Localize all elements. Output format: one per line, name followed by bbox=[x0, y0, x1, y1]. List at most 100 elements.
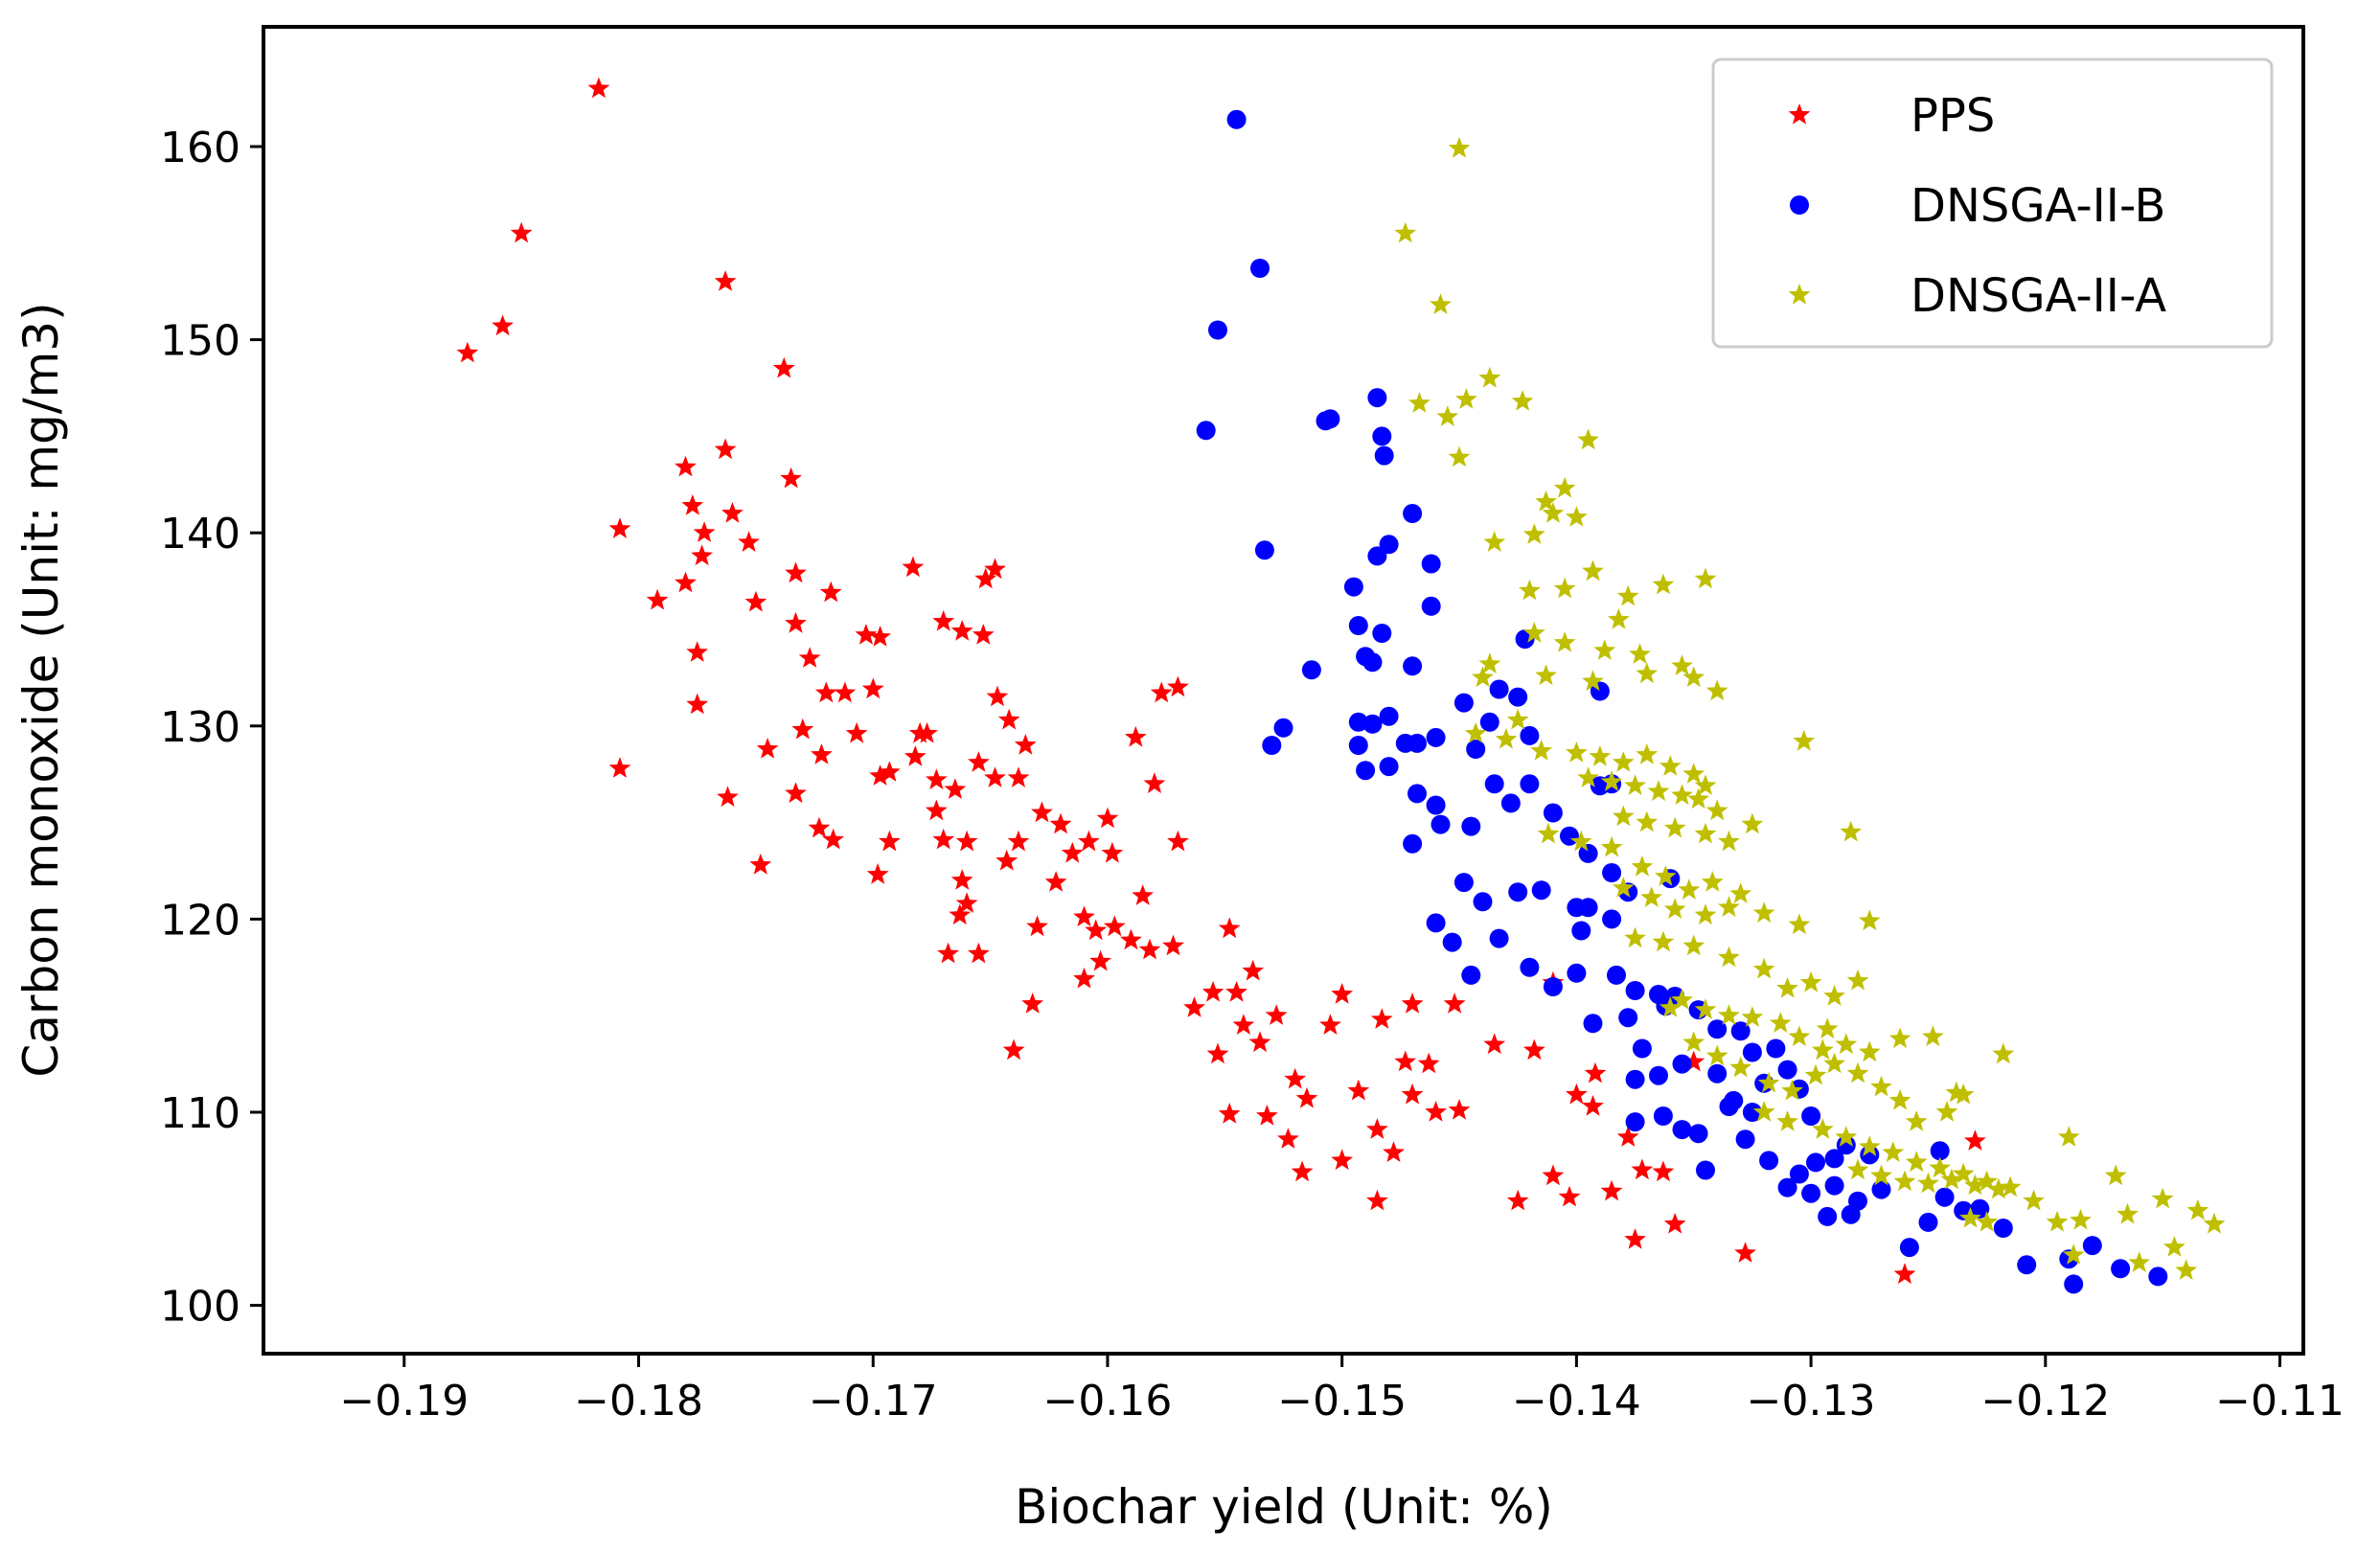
data-point bbox=[1225, 981, 1247, 1002]
data-point bbox=[1921, 1025, 1944, 1047]
data-point bbox=[1705, 679, 1728, 701]
data-point bbox=[834, 681, 857, 703]
y-tick-label: 140 bbox=[160, 510, 240, 559]
data-point bbox=[1566, 506, 1588, 527]
data-point bbox=[1636, 743, 1659, 764]
x-tick-label: −0.14 bbox=[1512, 1377, 1641, 1426]
data-point bbox=[1649, 1065, 1668, 1085]
data-point bbox=[1741, 1006, 1764, 1027]
data-point bbox=[1519, 579, 1541, 601]
data-point bbox=[1007, 766, 1030, 787]
data-point bbox=[1448, 137, 1471, 158]
data-point bbox=[1218, 1103, 1241, 1124]
data-point bbox=[1401, 1083, 1424, 1105]
data-point bbox=[1014, 734, 1037, 755]
data-point bbox=[1730, 1021, 1751, 1041]
data-point bbox=[1002, 1038, 1025, 1061]
data-point bbox=[587, 77, 610, 99]
data-point bbox=[1640, 886, 1663, 907]
data-point bbox=[1804, 1063, 1827, 1085]
data-point bbox=[1801, 1183, 1821, 1203]
data-point bbox=[1846, 1061, 1869, 1083]
data-point bbox=[1671, 989, 1693, 1010]
data-point bbox=[1347, 1079, 1370, 1101]
data-point bbox=[1232, 1014, 1255, 1035]
data-point bbox=[1945, 1081, 1968, 1103]
data-point bbox=[1719, 1097, 1739, 1116]
data-point bbox=[1495, 727, 1518, 749]
data-point bbox=[1647, 780, 1670, 801]
data-point bbox=[986, 685, 1009, 707]
series-dnsga-ii-a bbox=[1394, 137, 2226, 1280]
data-point bbox=[1823, 1052, 1845, 1074]
data-point bbox=[949, 903, 972, 925]
data-point bbox=[1522, 523, 1545, 544]
data-point bbox=[1520, 957, 1540, 977]
data-point bbox=[1788, 913, 1811, 935]
x-tick-label: −0.11 bbox=[2215, 1377, 2345, 1426]
data-point bbox=[1558, 1185, 1581, 1207]
data-point bbox=[1242, 959, 1265, 981]
data-point bbox=[456, 341, 479, 363]
data-point bbox=[1824, 1149, 1844, 1169]
data-point bbox=[1478, 366, 1501, 388]
data-point bbox=[1964, 1174, 1986, 1196]
data-point bbox=[1776, 1110, 1798, 1131]
data-point bbox=[1553, 476, 1576, 498]
data-point bbox=[1348, 712, 1368, 732]
data-point bbox=[1835, 1126, 1858, 1147]
data-point bbox=[1295, 1086, 1318, 1108]
data-point bbox=[1569, 830, 1592, 852]
data-point bbox=[1277, 1128, 1299, 1149]
data-point bbox=[1806, 1152, 1825, 1173]
y-tick-label: 160 bbox=[160, 124, 240, 172]
data-point bbox=[955, 892, 978, 913]
data-point bbox=[1789, 1164, 1809, 1184]
data-point bbox=[1687, 787, 1710, 810]
legend-marker-dnsga-ii-a bbox=[1788, 284, 1811, 305]
data-point bbox=[1379, 535, 1399, 555]
data-point bbox=[1448, 445, 1471, 468]
data-point bbox=[744, 590, 767, 612]
data-point bbox=[1522, 1038, 1545, 1061]
legend-label-dnsga-ii-b: DNSGA-II-B bbox=[1911, 179, 2165, 233]
data-point bbox=[1162, 934, 1184, 956]
data-point bbox=[1653, 1106, 1673, 1126]
data-point bbox=[2111, 1259, 2131, 1279]
data-point bbox=[968, 751, 990, 772]
data-point bbox=[772, 356, 795, 378]
data-point bbox=[1777, 1177, 1797, 1197]
data-point bbox=[1742, 1042, 1762, 1062]
data-point bbox=[808, 816, 831, 838]
data-point bbox=[1600, 835, 1623, 857]
data-point bbox=[1461, 816, 1481, 836]
data-point bbox=[1543, 803, 1563, 823]
data-point bbox=[1484, 774, 1504, 794]
data-point bbox=[749, 853, 772, 875]
x-tick-label: −0.13 bbox=[1747, 1377, 1876, 1426]
data-point bbox=[1366, 1118, 1388, 1139]
data-point bbox=[1752, 1101, 1775, 1122]
data-point bbox=[721, 502, 744, 523]
data-point bbox=[1455, 388, 1477, 409]
data-point bbox=[681, 494, 704, 515]
data-point bbox=[1421, 596, 1441, 616]
data-point bbox=[1707, 1019, 1728, 1039]
data-point bbox=[1652, 573, 1675, 595]
data-point bbox=[1905, 1151, 1928, 1173]
data-point bbox=[968, 942, 990, 964]
data-point bbox=[1682, 763, 1705, 784]
data-point bbox=[1858, 1040, 1881, 1062]
data-point bbox=[1537, 822, 1560, 844]
data-point bbox=[879, 830, 901, 852]
data-point bbox=[1759, 1151, 1779, 1171]
data-point bbox=[1379, 757, 1399, 777]
data-point bbox=[1370, 1008, 1393, 1029]
data-point bbox=[1694, 903, 1717, 925]
data-point bbox=[2023, 1189, 2045, 1211]
x-tick-label: −0.15 bbox=[1277, 1377, 1407, 1426]
data-point bbox=[1870, 1075, 1892, 1097]
data-point bbox=[1403, 504, 1423, 523]
data-point bbox=[693, 521, 716, 542]
